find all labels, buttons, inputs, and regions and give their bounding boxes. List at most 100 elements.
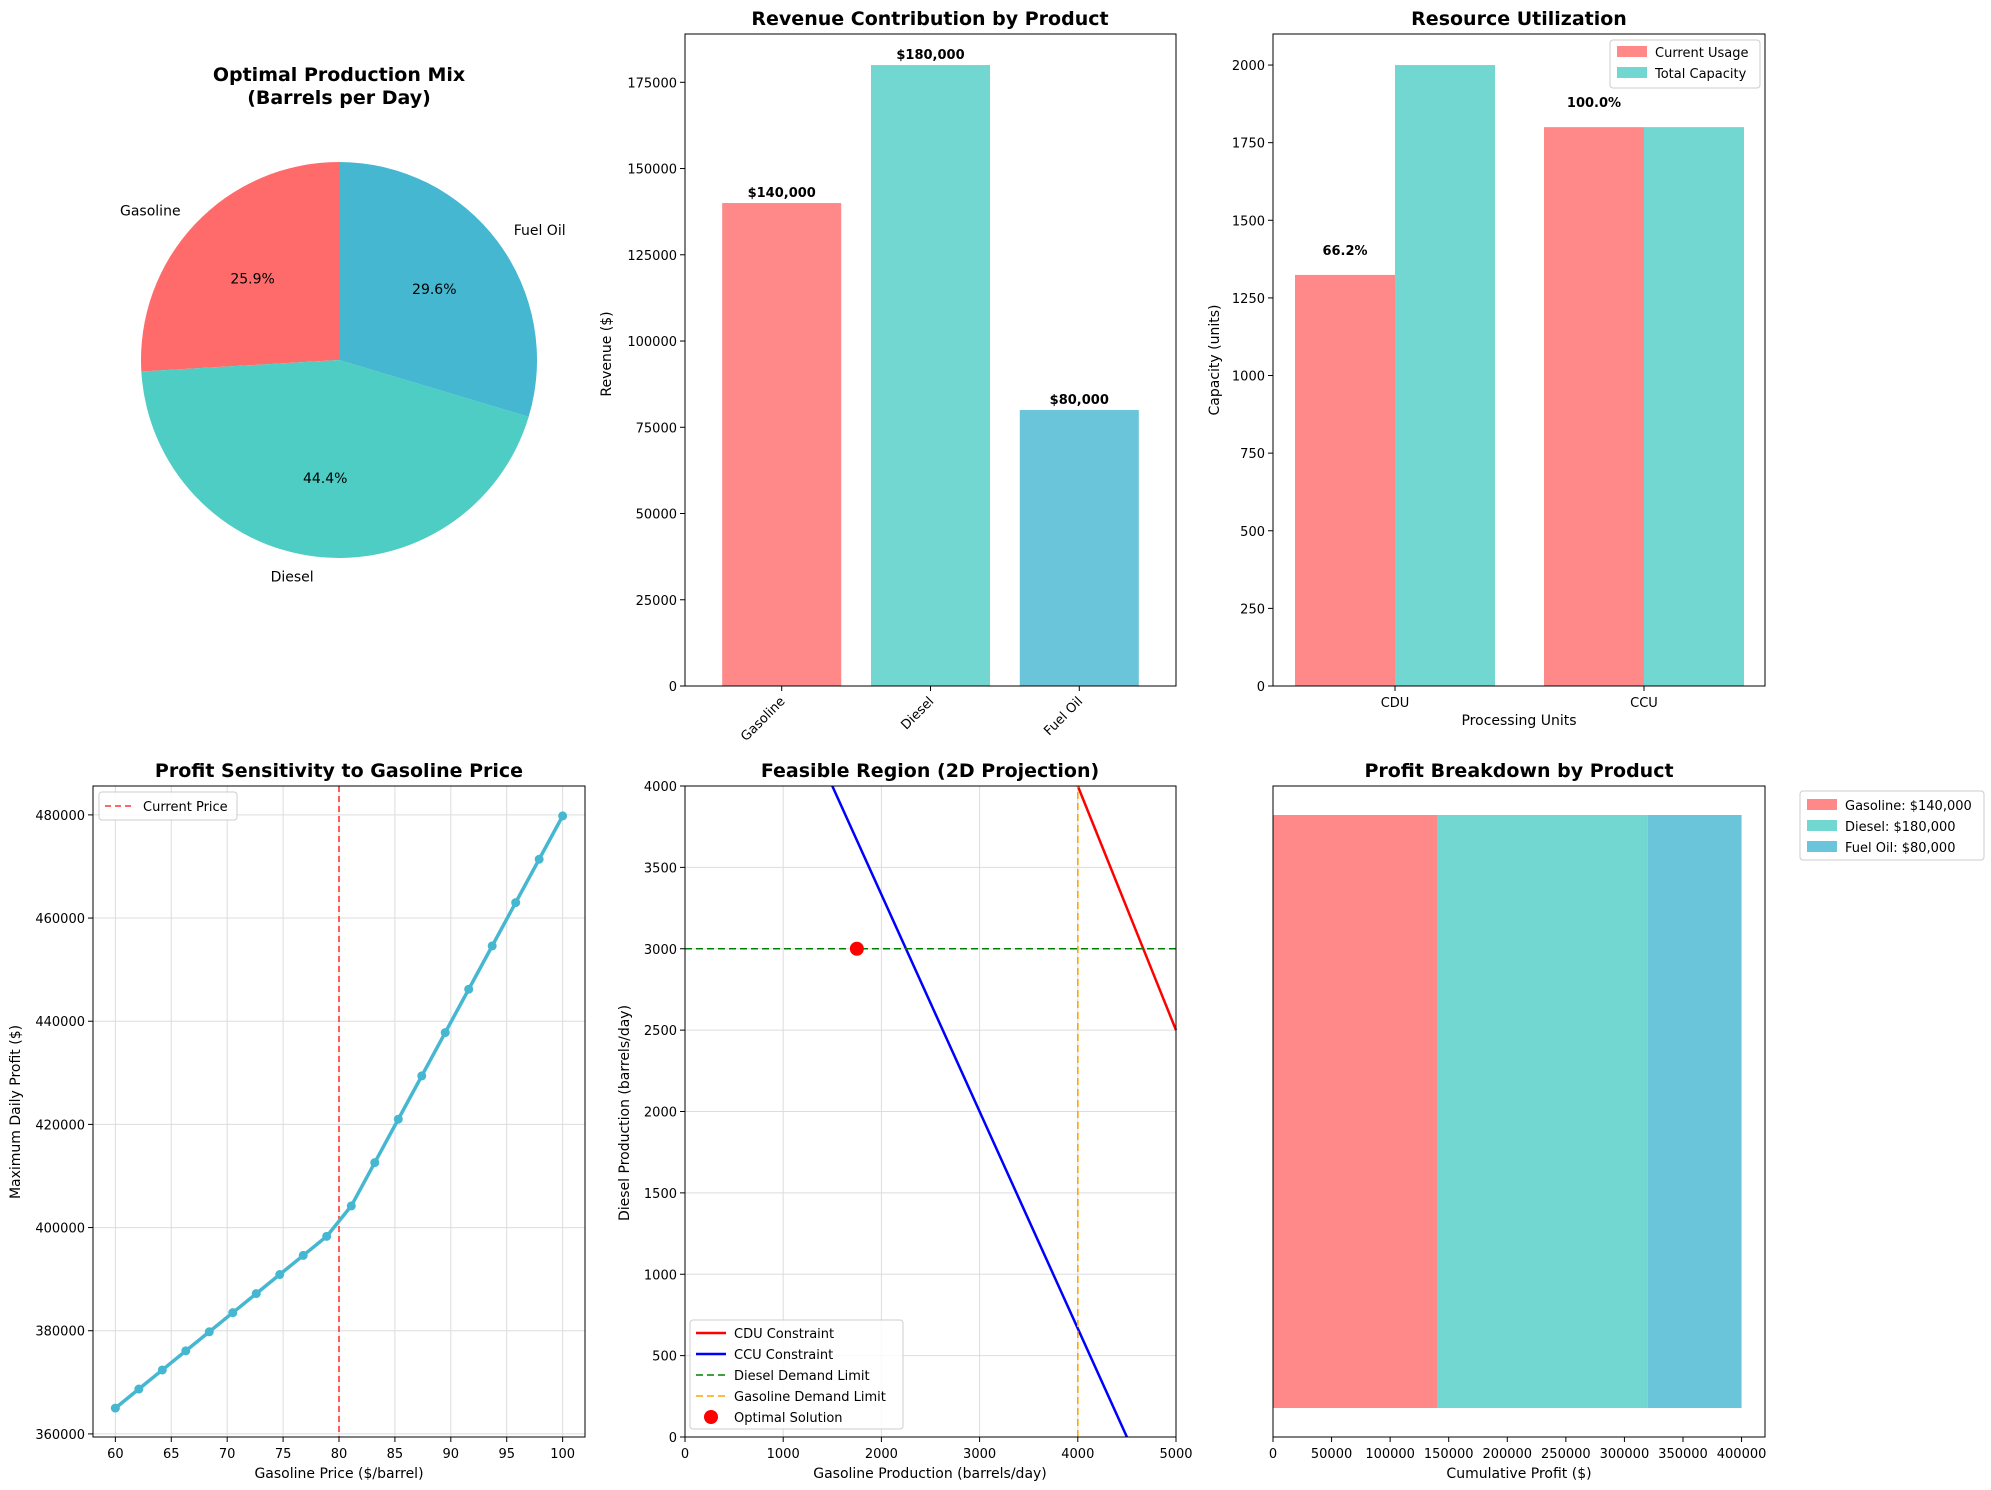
profit-sensitivity-point: [487, 941, 497, 951]
profit-sensitivity-point: [157, 1365, 167, 1375]
revenue-bar-fuel-oil: [1019, 410, 1139, 686]
sensitivity-legend-label: Current Price: [143, 800, 228, 815]
feasible-y-tick-label: 500: [652, 1350, 677, 1365]
profit-sensitivity-point: [322, 1231, 332, 1241]
resource-legend-box: [1609, 39, 1761, 89]
resource-y-axis-label: Capacity (units): [1207, 305, 1223, 416]
feasible-legend-swatch: [704, 1410, 718, 1424]
feasible-legend-label: Diesel Demand Limit: [734, 1369, 870, 1384]
resource-y-tick-label: 500: [1240, 525, 1265, 540]
revenue-y-tick-label: 0: [669, 680, 677, 695]
resource-legend-swatch: [1617, 46, 1647, 57]
revenue-bar-diesel: [870, 65, 991, 687]
sensitivity-title: Profit Sensitivity to Gasoline Price: [155, 760, 523, 782]
breakdown-x-tick-label: 150000: [1424, 1447, 1474, 1462]
sensitivity-x-tick-label: 70: [219, 1447, 236, 1462]
profit-sensitivity-line-chart: Profit Sensitivity to Gasoline Price Gas…: [8, 760, 586, 1482]
feasible-y-tick-label: 2000: [644, 1106, 677, 1121]
pie-title: Optimal Production Mix: [213, 64, 465, 86]
resource-utilization-chart: Resource Utilization Processing Units Ca…: [1207, 8, 1766, 729]
resource-plot-frame: [1272, 33, 1766, 687]
breakdown-x-tick-label: 0: [1269, 1447, 1277, 1462]
breakdown-legend: Gasoline: $140,000 Diesel: $180,000 Fuel O…: [1799, 790, 1985, 861]
breakdown-x-tick-label: 350000: [1658, 1447, 1708, 1462]
profit-sensitivity-point: [370, 1158, 380, 1168]
resource-y-tick-label: 1500: [1232, 214, 1265, 229]
feasible-x-tick-label: 4000: [1061, 1447, 1094, 1462]
profit-segment-gasoline: [1273, 815, 1437, 1408]
pie-slice-percent: 44.4%: [303, 471, 347, 487]
revenue-title: Revenue Contribution by Product: [751, 8, 1108, 30]
profit-sensitivity-point: [534, 854, 544, 864]
breakdown-x-tick-label: 300000: [1600, 1447, 1650, 1462]
feasible-title: Feasible Region (2D Projection): [761, 760, 1099, 782]
revenue-plot-frame: [684, 33, 1177, 687]
revenue-y-tick-label: 100000: [627, 335, 677, 350]
feasible-y-tick-label: 0: [669, 1431, 677, 1446]
profit-sensitivity-point: [251, 1289, 261, 1299]
feasible-x-tick-label: 3000: [963, 1447, 996, 1462]
revenue-y-tick-label: 125000: [627, 249, 677, 264]
feasible-y-axis-label: Diesel Production (barrels/day): [617, 1005, 633, 1221]
feasible-y-tick-label: 1500: [644, 1187, 677, 1202]
feasible-legend-label: CCU Constraint: [734, 1348, 833, 1363]
resource-bar-ccu-total-capacity: [1644, 127, 1744, 686]
profit-sensitivity-point: [440, 1028, 450, 1038]
resource-title: Resource Utilization: [1411, 8, 1627, 30]
breakdown-legend-swatch: [1807, 841, 1837, 852]
pie-subtitle: (Barrels per Day): [247, 87, 431, 109]
sensitivity-x-tick-label: 90: [443, 1447, 460, 1462]
feasible-y-tick-label: 1000: [644, 1268, 677, 1283]
breakdown-legend-label: Diesel: $180,000: [1845, 820, 1956, 835]
resource-x-tick-label: CDU: [1381, 696, 1410, 711]
feasible-legend-label: Optimal Solution: [734, 1411, 843, 1426]
profit-segment-diesel: [1437, 815, 1648, 1408]
sensitivity-y-tick-label: 420000: [35, 1118, 85, 1133]
feasible-region-chart: Feasible Region (2D Projection) Gasoline…: [617, 760, 1193, 1482]
resource-y-tick-label: 1000: [1232, 370, 1265, 385]
feasible-legend-box: [689, 1319, 904, 1430]
resource-x-tick-label: CCU: [1630, 696, 1658, 711]
revenue-bar-value-label: $80,000: [1050, 393, 1109, 408]
profit-sensitivity-point: [275, 1270, 285, 1280]
revenue-x-tick-label: Diesel: [898, 694, 937, 733]
feasible-x-tick-label: 5000: [1159, 1447, 1192, 1462]
profit-sensitivity-point: [417, 1071, 427, 1081]
resource-utilization-percent: 100.0%: [1567, 96, 1621, 111]
revenue-x-tick-label: Gasoline: [738, 694, 788, 744]
feasible-y-tick-label: 3500: [644, 861, 677, 876]
profit-sensitivity-point: [181, 1346, 191, 1356]
resource-y-tick-label: 750: [1240, 447, 1265, 462]
sensitivity-x-tick-label: 95: [498, 1447, 515, 1462]
pie-slice-diesel: [141, 360, 529, 559]
breakdown-legend-box: [1799, 790, 1985, 861]
pie-slice-fuel-oil: [339, 162, 538, 417]
feasible-y-tick-label: 3000: [644, 943, 677, 958]
breakdown-title: Profit Breakdown by Product: [1364, 760, 1673, 782]
profit-sensitivity-point: [464, 984, 474, 994]
profit-sensitivity-point: [511, 898, 521, 908]
sensitivity-y-tick-label: 480000: [35, 809, 85, 824]
revenue-bar-value-label: $180,000: [896, 48, 964, 63]
revenue-y-tick-label: 150000: [627, 163, 677, 178]
profit-sensitivity-point: [228, 1308, 238, 1318]
sensitivity-y-axis-label: Maximum Daily Profit ($): [8, 1025, 24, 1199]
pie-slice-gasoline: [141, 162, 339, 372]
profit-segment-fuel-oil: [1647, 815, 1742, 1408]
feasible-x-tick-label: 0: [681, 1447, 689, 1462]
revenue-y-tick-label: 25000: [636, 594, 677, 609]
feasible-y-tick-label: 4000: [644, 780, 677, 795]
resource-y-tick-label: 0: [1257, 680, 1265, 695]
sensitivity-x-tick-label: 75: [275, 1447, 292, 1462]
feasible-x-tick-label: 2000: [865, 1447, 898, 1462]
production-mix-pie-chart: Optimal Production Mix (Barrels per Day)…: [120, 64, 566, 585]
constraint-line-ccu-constraint: [831, 785, 1129, 1438]
resource-x-axis-label: Processing Units: [1461, 713, 1576, 729]
sensitivity-y-tick-label: 460000: [35, 912, 85, 927]
breakdown-x-tick-label: 50000: [1311, 1447, 1352, 1462]
revenue-x-tick-label: Fuel Oil: [1041, 694, 1086, 739]
resource-legend: Current Usage Total Capacity: [1609, 39, 1761, 89]
resource-legend-swatch: [1617, 67, 1647, 78]
profit-sensitivity-point: [110, 1403, 120, 1413]
